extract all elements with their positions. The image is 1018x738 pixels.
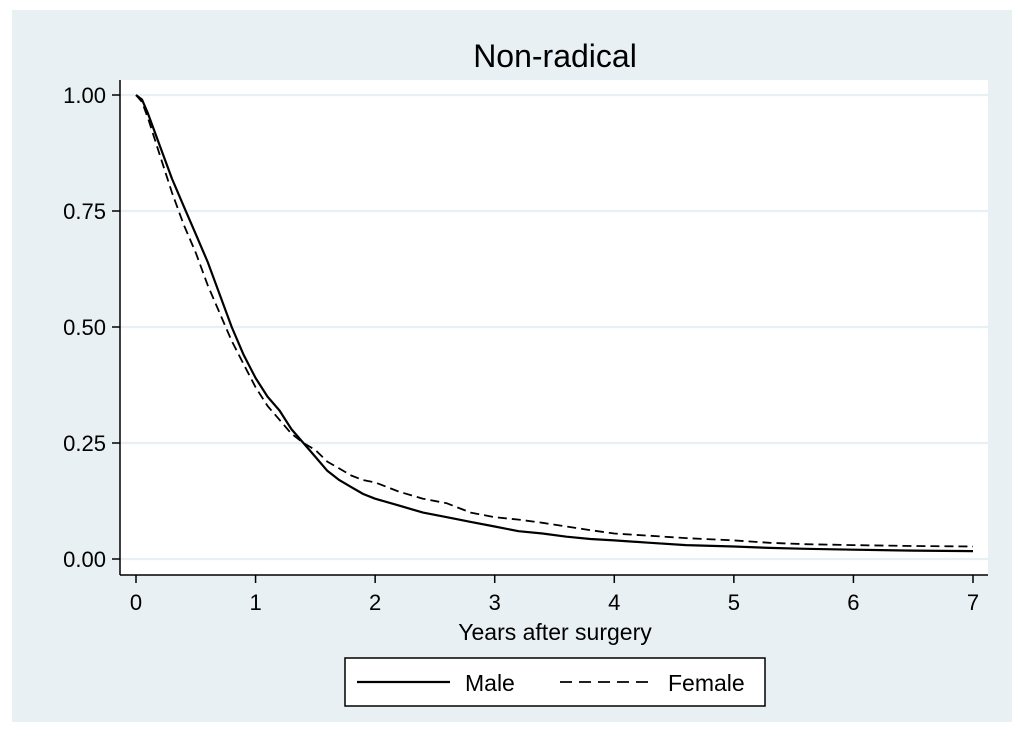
x-tick-label: 7 (967, 590, 979, 615)
y-tick-label: 0.50 (63, 315, 106, 340)
legend: Male Female (344, 657, 766, 707)
series-lines (135, 94, 974, 553)
x-tick-label: 6 (847, 590, 859, 615)
x-tick-label: 2 (369, 590, 381, 615)
gridlines (120, 93, 988, 561)
y-tick-label: 0.25 (63, 431, 106, 456)
x-tick-label: 4 (608, 590, 620, 615)
x-axis-label: Years after surgery (458, 619, 652, 645)
y-tick-label: 1.00 (63, 83, 106, 108)
y-tick-label: 0.75 (63, 199, 106, 224)
legend-label-female: Female (668, 670, 745, 696)
legend-label-male: Male (465, 670, 515, 696)
x-tick-label: 0 (130, 590, 142, 615)
series-line-female (135, 94, 974, 548)
axes: 0.00 0.25 0.50 0.75 1.00 0 1 2 3 4 5 6 7 (63, 80, 988, 615)
x-tick-label: 1 (249, 590, 261, 615)
x-tick-label: 5 (728, 590, 740, 615)
chart-title: Non-radical (473, 38, 637, 74)
y-tick-label: 0.00 (63, 547, 106, 572)
x-tick-label: 3 (489, 590, 501, 615)
series-line-male (135, 94, 974, 553)
